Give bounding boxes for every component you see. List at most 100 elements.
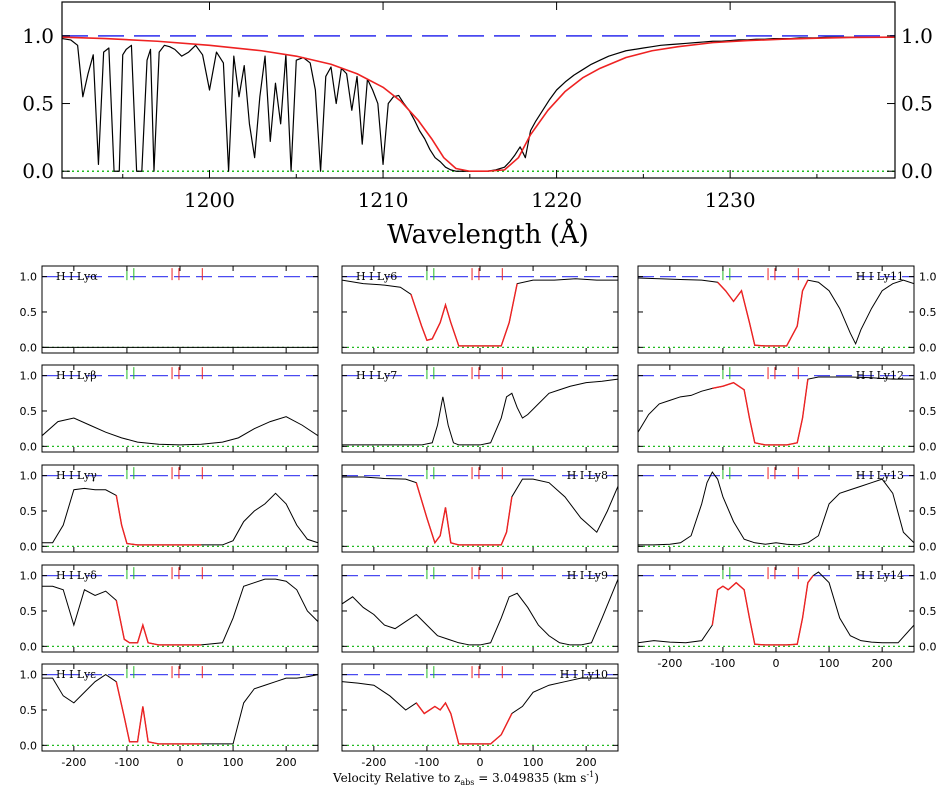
panel-flux-series [342,677,618,745]
main-y-tick-label-right: 0.0 [901,159,933,183]
panel-y-tick-label: 0.0 [20,341,38,354]
main-flux-series [62,36,895,172]
panel-plot-area [638,567,914,647]
panel-transition-label: H I Lyβ [56,369,97,382]
panel-fit-series [410,283,518,347]
panel-x-tick-label: -200 [657,657,682,670]
panel-x-tick-label: 0 [477,756,484,769]
velocity-panel: 0.0 0.5 1.0 -200 -100 0 100 200 H I Lyε [20,663,319,769]
panel-transition-label: H I Ly13 [856,469,904,482]
main-x-tick-label: 1220 [531,188,582,212]
panel-transition-label: H I Ly14 [856,569,904,582]
velocity-x-axis-title-value: = 3.049835 (km s [474,771,586,785]
panel-flux-series [638,376,914,446]
panel-y-tick-label-right: 0.0 [919,640,937,653]
panel-plot-area [42,567,318,647]
main-x-tick-label: 1200 [184,188,235,212]
velocity-x-axis-title-subscript: abs [460,778,474,787]
panel-transition-label: H I Lyα [56,270,98,283]
panel-y-tick-label: 1.0 [20,570,38,583]
panel-flux-series [638,471,914,546]
velocity-panel: H I Ly8 [341,464,619,553]
panel-y-tick-label: 0.5 [20,306,38,319]
panel-y-tick-label: 0.0 [20,739,38,752]
panel-plot-area [42,367,318,447]
panel-flux-series [342,378,618,446]
panel-plot-area [342,666,618,746]
panel-fit-series [711,575,814,646]
panel-x-tick-label: -100 [114,756,139,769]
velocity-panel: 0.0 0.5 1.0 H I Lyγ [20,464,319,553]
main-x-tick-label: 1230 [705,188,756,212]
panel-y-tick-label: 0.5 [20,605,38,618]
panel-x-tick-label: -200 [61,756,86,769]
panel-fit-series [115,681,202,745]
panel-fit-series [717,279,809,347]
panel-plot-area [342,467,618,547]
panel-plot-area [342,367,618,447]
velocity-panel: 0.0 0.5 1.0 H I Ly12 [637,364,937,453]
panel-flux-series [42,487,318,546]
panel-x-tick-label: 100 [523,756,544,769]
panel-plot-area [42,666,318,746]
panel-y-tick-label-right: 0.5 [919,605,937,618]
panel-y-tick-label: 1.0 [20,271,38,284]
panel-flux-series [638,277,914,347]
panel-transition-label: H I Ly8 [567,469,608,482]
panel-fit-series [415,482,513,546]
panel-transition-label: H I Lyγ [56,469,97,482]
panel-flux-series [638,571,914,646]
velocity-panel: 0.0 0.5 1.0 H I Lyδ [20,564,319,653]
panel-x-tick-label: -100 [414,756,439,769]
panel-y-tick-label-right: 1.0 [919,370,937,383]
panel-transition-label: H I Lyδ [56,569,97,582]
panel-transition-label: H I Ly9 [567,569,608,582]
velocity-x-axis-title-end: ) [594,771,599,785]
velocity-panel: H I Ly6 [341,265,619,354]
velocity-panel: H I Ly7 [341,364,619,453]
panel-transition-label: H I Ly12 [856,369,904,382]
panel-plot-area [638,467,914,547]
panel-y-tick-label-right: 0.0 [919,440,937,453]
main-fit-series [62,36,895,173]
panel-x-tick-label: 100 [223,756,244,769]
velocity-panels-grid: 0.0 0.5 1.0 H I Lyα 0.0 0.5 1.0 H I Lyβ 0.0 0.5 1.… [20,265,937,769]
panel-fit-series [415,701,513,745]
panel-y-tick-label-right: 1.0 [919,570,937,583]
panel-x-tick-label: -200 [361,756,386,769]
main-spectrum-panel: 1200 1210 1220 1230 0.0 0.0 0.5 0.5 1.0 1.0 [22,1,933,212]
panel-x-tick-label: 200 [576,756,597,769]
panel-transition-label: H I Ly6 [356,270,397,283]
velocity-x-axis-title-superscript: -1 [586,770,594,779]
main-y-tick-label-right: 1.0 [901,24,933,48]
velocity-x-axis-title: Velocity Relative to zabs = 3.049835 (km… [332,770,599,787]
panel-y-tick-label-right: 0.0 [919,540,937,553]
panel-plot-area [42,467,318,547]
main-y-tick-label-right: 0.5 [901,92,933,116]
main-y-tick-label-left: 0.5 [22,92,54,116]
panel-plot-area [342,268,618,348]
panel-x-tick-label: 0 [177,756,184,769]
velocity-x-axis-title-main: Velocity Relative to z [332,771,460,785]
velocity-panel: 0.0 0.5 1.0 -200 -100 0 100 200 H I Ly14 [637,564,937,670]
panel-y-tick-label-right: 0.5 [919,306,937,319]
velocity-panel: 0.0 0.5 1.0 H I Lyα [20,265,319,354]
panel-plot-area [342,567,618,647]
panel-y-tick-label: 0.0 [20,640,38,653]
main-x-axis-title: Wavelength (Å) [387,218,589,250]
panel-y-tick-label-right: 0.0 [919,341,937,354]
panel-y-tick-label: 0.5 [20,505,38,518]
velocity-panel: 0.0 0.5 1.0 H I Ly11 [637,265,937,354]
panel-transition-label: H I Ly11 [856,270,904,283]
panel-x-tick-label: 0 [773,657,780,670]
velocity-panel: 0.0 0.5 1.0 H I Lyβ [20,364,319,453]
panel-flux-series [342,476,618,546]
panel-fit-series [115,600,202,646]
main-plot-frame [61,1,896,179]
panel-y-tick-label: 1.0 [20,370,38,383]
velocity-panel: -200 -100 0 100 200 H I Ly10 [341,663,619,769]
main-y-tick-label-left: 0.0 [22,159,54,183]
main-y-tick-label-left: 1.0 [22,24,54,48]
panel-y-tick-label-right: 1.0 [919,271,937,284]
